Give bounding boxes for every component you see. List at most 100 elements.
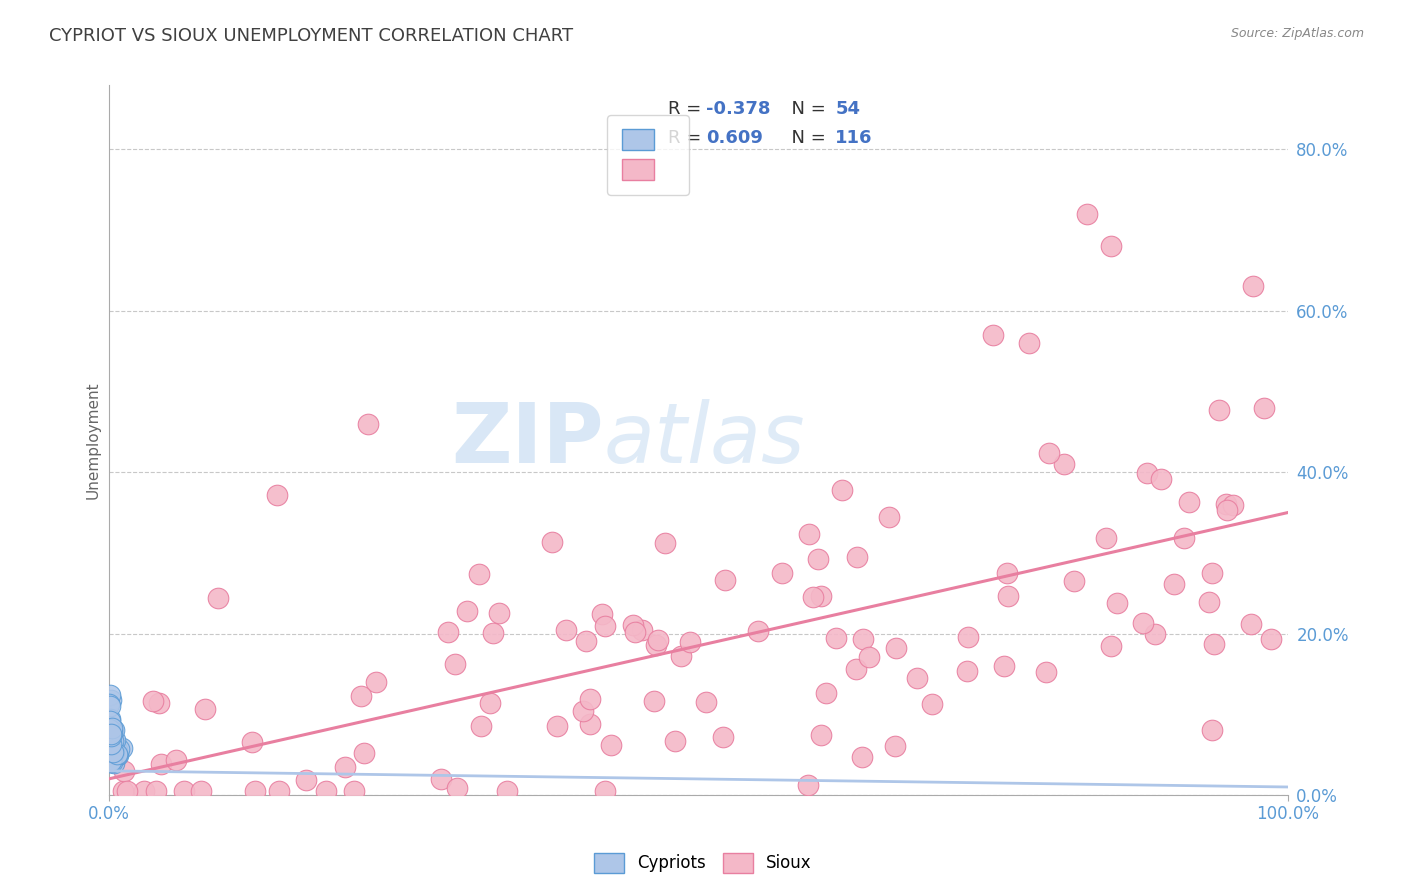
Point [1095, 531, 1118, 545]
Point [747, 624, 769, 638]
Point [1038, 446, 1060, 460]
Point [905, 671, 928, 685]
Point [103, 750, 125, 764]
Point [591, 607, 613, 621]
Point [845, 662, 868, 676]
Point [797, 778, 820, 792]
Text: N =: N = [780, 100, 832, 118]
Point [807, 552, 830, 566]
Point [117, 784, 139, 798]
Point [623, 618, 645, 632]
Point [593, 619, 616, 633]
Point [679, 635, 702, 649]
Point [148, 696, 170, 710]
Point [593, 784, 616, 798]
Point [97, 697, 120, 711]
Point [100, 755, 122, 769]
Text: R =: R = [668, 100, 707, 118]
Text: R =: R = [668, 129, 707, 147]
Point [1240, 616, 1263, 631]
Point [846, 550, 869, 565]
Point [1099, 640, 1122, 654]
Point [956, 664, 979, 678]
Point [644, 639, 666, 653]
Point [194, 702, 217, 716]
Point [1177, 495, 1199, 509]
Point [1018, 336, 1040, 351]
Point [207, 591, 229, 606]
Text: Source: ZipAtlas.com: Source: ZipAtlas.com [1230, 27, 1364, 40]
Point [108, 742, 131, 756]
Point [103, 756, 125, 770]
Point [981, 327, 1004, 342]
Point [98, 743, 121, 757]
Point [98, 717, 121, 731]
Point [579, 716, 602, 731]
Point [190, 784, 212, 798]
Point [671, 648, 693, 663]
Point [343, 784, 366, 798]
Point [98, 731, 121, 745]
Point [852, 632, 875, 647]
Point [1208, 403, 1230, 417]
Point [1035, 665, 1057, 679]
Point [240, 735, 263, 749]
Point [105, 743, 128, 757]
Point [1201, 566, 1223, 580]
Point [112, 784, 135, 798]
Point [488, 606, 510, 620]
Point [883, 739, 905, 754]
Point [101, 731, 124, 745]
Point [810, 728, 832, 742]
Point [101, 744, 124, 758]
Point [103, 723, 125, 738]
Point [711, 730, 734, 744]
Point [353, 746, 375, 760]
Point [482, 625, 505, 640]
Point [815, 686, 838, 700]
Point [575, 634, 598, 648]
Point [572, 704, 595, 718]
Point [1201, 723, 1223, 738]
Point [803, 590, 825, 604]
Point [1099, 239, 1122, 253]
Point [554, 623, 576, 637]
Point [357, 417, 380, 431]
Legend: Cypriots, Sioux: Cypriots, Sioux [588, 847, 818, 880]
Point [444, 657, 467, 672]
Point [98, 722, 121, 736]
Text: 54: 54 [835, 100, 860, 118]
Point [1076, 207, 1098, 221]
Point [654, 536, 676, 550]
Point [350, 690, 373, 704]
Point [100, 740, 122, 755]
Text: -0.378: -0.378 [706, 100, 770, 118]
Point [243, 784, 266, 798]
Point [97, 743, 120, 757]
Point [1222, 498, 1244, 512]
Point [1253, 401, 1275, 415]
Point [100, 725, 122, 739]
Point [103, 744, 125, 758]
Point [1063, 574, 1085, 588]
Point [599, 738, 621, 752]
Text: 0.609: 0.609 [706, 129, 762, 147]
Point [1107, 596, 1129, 610]
Point [100, 752, 122, 766]
Point [578, 691, 600, 706]
Point [98, 712, 121, 726]
Point [98, 699, 121, 714]
Point [714, 573, 737, 587]
Point [624, 625, 647, 640]
Point [101, 721, 124, 735]
Point [335, 760, 357, 774]
Point [1143, 627, 1166, 641]
Legend:  ,  : , [607, 115, 689, 194]
Point [98, 753, 121, 767]
Point [1260, 632, 1282, 646]
Point [997, 566, 1019, 580]
Point [134, 784, 156, 798]
Point [101, 734, 124, 748]
Point [770, 566, 793, 580]
Point [467, 566, 489, 581]
